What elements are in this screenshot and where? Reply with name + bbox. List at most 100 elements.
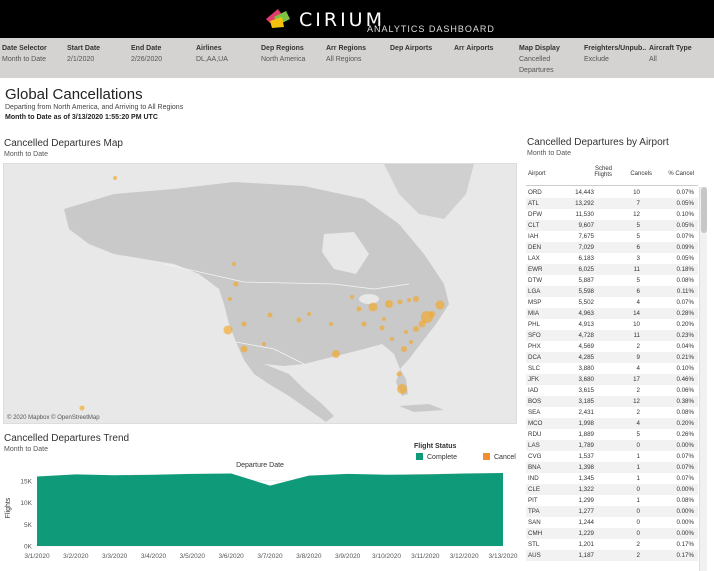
map-bubble[interactable] [329, 322, 333, 326]
map-bubble[interactable] [296, 317, 302, 323]
map-bubble[interactable] [368, 302, 378, 312]
map-bubble[interactable] [356, 306, 362, 312]
map-bubble[interactable] [79, 405, 85, 411]
table-row[interactable]: SAN 1,244 0 0.00% [526, 517, 698, 528]
table-row[interactable]: ORD 14,443 10 0.07% [526, 187, 698, 198]
map-bubble[interactable] [396, 371, 402, 377]
table-row[interactable]: RDU 1,889 5 0.26% [526, 429, 698, 440]
table-row[interactable]: LGA 5,598 6 0.11% [526, 286, 698, 297]
map-bubble[interactable] [332, 350, 340, 358]
cell-pct-cancel: 0.26% [676, 431, 694, 438]
table-row[interactable]: DEN 7,029 6 0.09% [526, 242, 698, 253]
table-row[interactable]: DTW 5,887 5 0.08% [526, 275, 698, 286]
map-bubble[interactable] [361, 321, 367, 327]
filter-airlines[interactable]: Airlines DL,AA,UA [196, 43, 228, 65]
filter-start-date[interactable]: Start Date 2/1/2020 [67, 43, 100, 65]
table-row[interactable]: DFW 11,530 12 0.10% [526, 209, 698, 220]
col-header-sched-flights[interactable]: Sched Flights [594, 166, 612, 178]
cell-airport: IAH [528, 233, 539, 240]
table-row[interactable]: ATL 13,292 7 0.05% [526, 198, 698, 209]
filter-dep-regions[interactable]: Dep Regions North America [261, 43, 305, 65]
table-row[interactable]: LAS 1,789 0 0.00% [526, 440, 698, 451]
table-row[interactable]: CMH 1,229 0 0.00% [526, 528, 698, 539]
filter-label: Start Date [67, 45, 101, 52]
map-bubble[interactable] [228, 297, 232, 301]
table-row[interactable]: DCA 4,285 9 0.21% [526, 352, 698, 363]
table-scrollbar[interactable] [699, 187, 707, 571]
map-bubble[interactable] [397, 384, 407, 394]
table-row[interactable]: PIT 1,299 1 0.08% [526, 495, 698, 506]
map-bubble[interactable] [379, 325, 385, 331]
table-row[interactable]: MIA 4,963 14 0.28% [526, 308, 698, 319]
map-bubble[interactable] [435, 300, 445, 310]
table-row[interactable]: SEA 2,431 2 0.08% [526, 407, 698, 418]
table-row[interactable]: CLT 9,607 5 0.05% [526, 220, 698, 231]
filter-end-date[interactable]: End Date 2/26/2020 [131, 43, 162, 65]
table-row[interactable]: SLC 3,880 4 0.10% [526, 363, 698, 374]
table-row[interactable]: AUS 1,187 2 0.17% [526, 550, 698, 561]
map-bubble[interactable] [421, 311, 433, 323]
table-row[interactable]: EWR 6,025 11 0.18% [526, 264, 698, 275]
cell-airport: ORD [528, 189, 542, 196]
table-row[interactable]: JFK 3,680 17 0.46% [526, 374, 698, 385]
table-row[interactable]: CLE 1,322 0 0.00% [526, 484, 698, 495]
series-complete-area[interactable] [37, 473, 503, 546]
col-header-cancels[interactable]: Cancels [630, 171, 652, 177]
filter-map-display[interactable]: Map Display Cancelled Departures [519, 43, 577, 76]
scrollbar-thumb[interactable] [701, 187, 707, 233]
table-row[interactable]: PHL 4,913 10 0.20% [526, 319, 698, 330]
cell-airport: PHL [528, 321, 541, 328]
map-bubble[interactable] [418, 320, 426, 328]
legend-item-cancel[interactable]: Cancel [483, 453, 516, 461]
table-row[interactable]: IAH 7,675 5 0.07% [526, 231, 698, 242]
map-bubble[interactable] [262, 342, 266, 346]
map-bubble[interactable] [267, 312, 273, 318]
map-bubble[interactable] [413, 326, 419, 332]
brand-subtitle: ANALYTICS DASHBOARD [367, 24, 495, 34]
map-bubble[interactable] [409, 340, 413, 344]
map-bubble[interactable] [390, 337, 394, 341]
filter-arr-airports[interactable]: Arr Airports [454, 43, 493, 54]
map-bubble[interactable] [113, 176, 117, 180]
table-row[interactable]: PHX 4,569 2 0.04% [526, 341, 698, 352]
table-row[interactable]: LAX 6,183 3 0.05% [526, 253, 698, 264]
map-bubble[interactable] [240, 345, 248, 353]
table-row[interactable]: STL 1,201 2 0.17% [526, 539, 698, 550]
legend-item-complete[interactable]: Complete [416, 453, 457, 461]
table-row[interactable]: IAD 3,615 2 0.06% [526, 385, 698, 396]
map-bubble[interactable] [232, 262, 236, 266]
table-row[interactable]: MCO 1,998 4 0.20% [526, 418, 698, 429]
map-bubble[interactable] [385, 300, 393, 308]
map-bubble[interactable] [401, 346, 407, 352]
trend-chart[interactable]: Departure Date Flights 0K 5K 10K 15K 3/1/2020 3… [0, 458, 520, 568]
filter-freighters[interactable]: Freighters/Unpub.. Exclude [584, 43, 646, 65]
filter-arr-regions[interactable]: Arr Regions All Regions [326, 43, 366, 65]
table-row[interactable]: MSP 5,502 4 0.07% [526, 297, 698, 308]
map-bubble[interactable] [233, 281, 239, 287]
map-bubble[interactable] [407, 298, 411, 302]
map-attribution[interactable]: © 2020 Mapbox © OpenStreetMap [7, 415, 100, 421]
table-row[interactable]: BOS 3,185 12 0.38% [526, 396, 698, 407]
map-bubble[interactable] [307, 312, 311, 316]
map-bubble[interactable] [382, 317, 386, 321]
table-row[interactable]: CVG 1,537 1 0.07% [526, 451, 698, 462]
table-row[interactable]: IND 1,345 1 0.07% [526, 473, 698, 484]
col-header-airport[interactable]: Airport [528, 171, 546, 177]
map-bubble[interactable] [350, 295, 354, 299]
map-bubble[interactable] [413, 296, 419, 302]
cell-airport: BOS [528, 398, 542, 405]
table-row[interactable]: TPA 1,277 0 0.00% [526, 506, 698, 517]
airport-table[interactable]: Airport Sched Flights Cancels % Cancel O… [526, 162, 712, 571]
map-bubble[interactable] [223, 325, 233, 335]
filter-aircraft-type[interactable]: Aircraft Type All [649, 43, 692, 65]
table-row[interactable]: BNA 1,398 1 0.07% [526, 462, 698, 473]
map-bubble[interactable] [404, 330, 408, 334]
filter-dep-airports[interactable]: Dep Airports [390, 43, 432, 54]
map-bubble[interactable] [241, 321, 247, 327]
table-row[interactable]: SFO 4,728 11 0.23% [526, 330, 698, 341]
cancelled-departures-map[interactable]: © 2020 Mapbox © OpenStreetMap [3, 163, 517, 424]
map-bubble[interactable] [397, 299, 403, 305]
col-header-pct-cancel[interactable]: % Cancel [668, 171, 694, 177]
filter-date-selector[interactable]: Date Selector Month to Date [2, 43, 47, 65]
cell-sched-flights: 1,201 [578, 541, 594, 548]
